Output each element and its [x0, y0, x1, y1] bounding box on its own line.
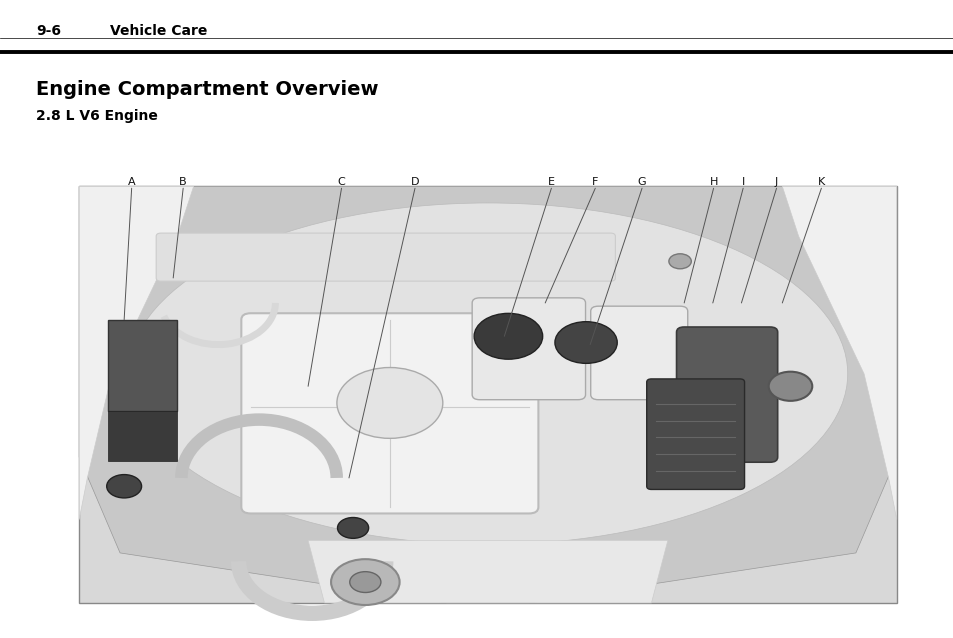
- Ellipse shape: [128, 203, 847, 545]
- FancyBboxPatch shape: [590, 306, 687, 399]
- FancyBboxPatch shape: [241, 313, 537, 514]
- Circle shape: [336, 367, 442, 438]
- Text: B: B: [179, 177, 187, 187]
- Text: E: E: [547, 177, 555, 187]
- Bar: [108, 412, 177, 461]
- Text: G: G: [637, 177, 646, 187]
- Circle shape: [555, 322, 617, 364]
- Text: K: K: [817, 177, 824, 187]
- Circle shape: [474, 313, 542, 359]
- Text: H: H: [709, 177, 717, 187]
- Circle shape: [107, 475, 141, 498]
- Text: Vehicle Care: Vehicle Care: [110, 24, 207, 38]
- FancyBboxPatch shape: [676, 327, 777, 462]
- Circle shape: [350, 572, 380, 593]
- Text: I: I: [740, 177, 744, 187]
- Bar: [108, 320, 177, 412]
- Polygon shape: [79, 186, 896, 603]
- FancyBboxPatch shape: [156, 233, 615, 281]
- Bar: [79, 186, 896, 603]
- Polygon shape: [781, 186, 896, 519]
- Circle shape: [668, 254, 691, 269]
- FancyBboxPatch shape: [646, 379, 743, 489]
- Text: F: F: [592, 177, 598, 187]
- Text: C: C: [337, 177, 345, 187]
- Text: D: D: [411, 177, 418, 187]
- Text: J: J: [774, 177, 778, 187]
- Text: A: A: [128, 177, 135, 187]
- FancyBboxPatch shape: [472, 298, 585, 399]
- Circle shape: [337, 517, 368, 538]
- Polygon shape: [308, 540, 667, 603]
- Circle shape: [331, 559, 399, 605]
- Text: 9-6: 9-6: [36, 24, 61, 38]
- Circle shape: [768, 372, 811, 401]
- Text: 2.8 L V6 Engine: 2.8 L V6 Engine: [36, 109, 158, 123]
- Text: Engine Compartment Overview: Engine Compartment Overview: [36, 80, 378, 99]
- Polygon shape: [79, 186, 193, 519]
